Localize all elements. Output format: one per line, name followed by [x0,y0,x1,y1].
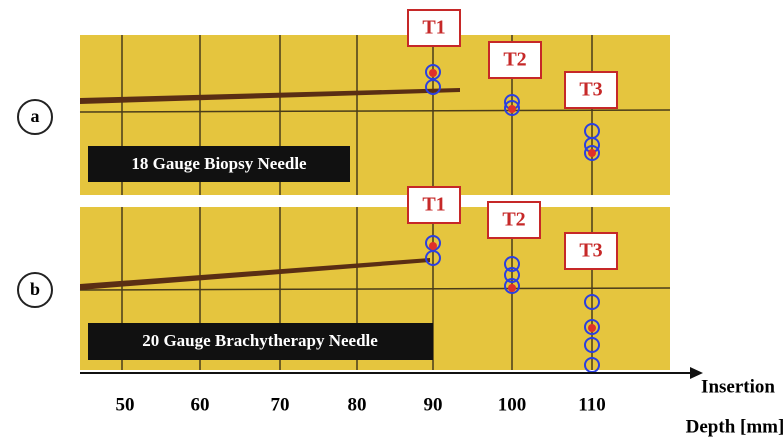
target-label: T3 [579,79,602,101]
panel-a: 18 Gauge Biopsy Needle a T1 T2 T3 [18,10,670,195]
panel-label: b [30,279,40,299]
target-label: T2 [503,49,526,71]
target-label: T1 [422,17,445,39]
caption: 20 Gauge Brachytherapy Needle [142,331,378,350]
tick-label: 60 [191,394,210,415]
tick-label: 50 [116,394,135,415]
panel-label: a [31,106,40,126]
panel-b: 20 Gauge Brachytherapy Needle b T1 T2 T3 [18,187,670,372]
tick-label: 110 [578,394,605,415]
tick-label: 100 [498,394,527,415]
target-label: T2 [502,209,525,231]
axis-label: Depth [mm] [686,416,783,437]
tick-label: 90 [424,394,443,415]
target-label: T3 [579,240,602,262]
tick-labels: 50 60 70 80 90 100 110 [116,394,606,415]
tick-label: 70 [271,394,290,415]
tick-label: 80 [348,394,367,415]
figure: 18 Gauge Biopsy Needle a T1 T2 T3 20 Gau… [0,0,783,445]
axis-label: Insertion [701,376,775,397]
caption: 18 Gauge Biopsy Needle [131,154,307,173]
target-label: T1 [422,194,445,216]
